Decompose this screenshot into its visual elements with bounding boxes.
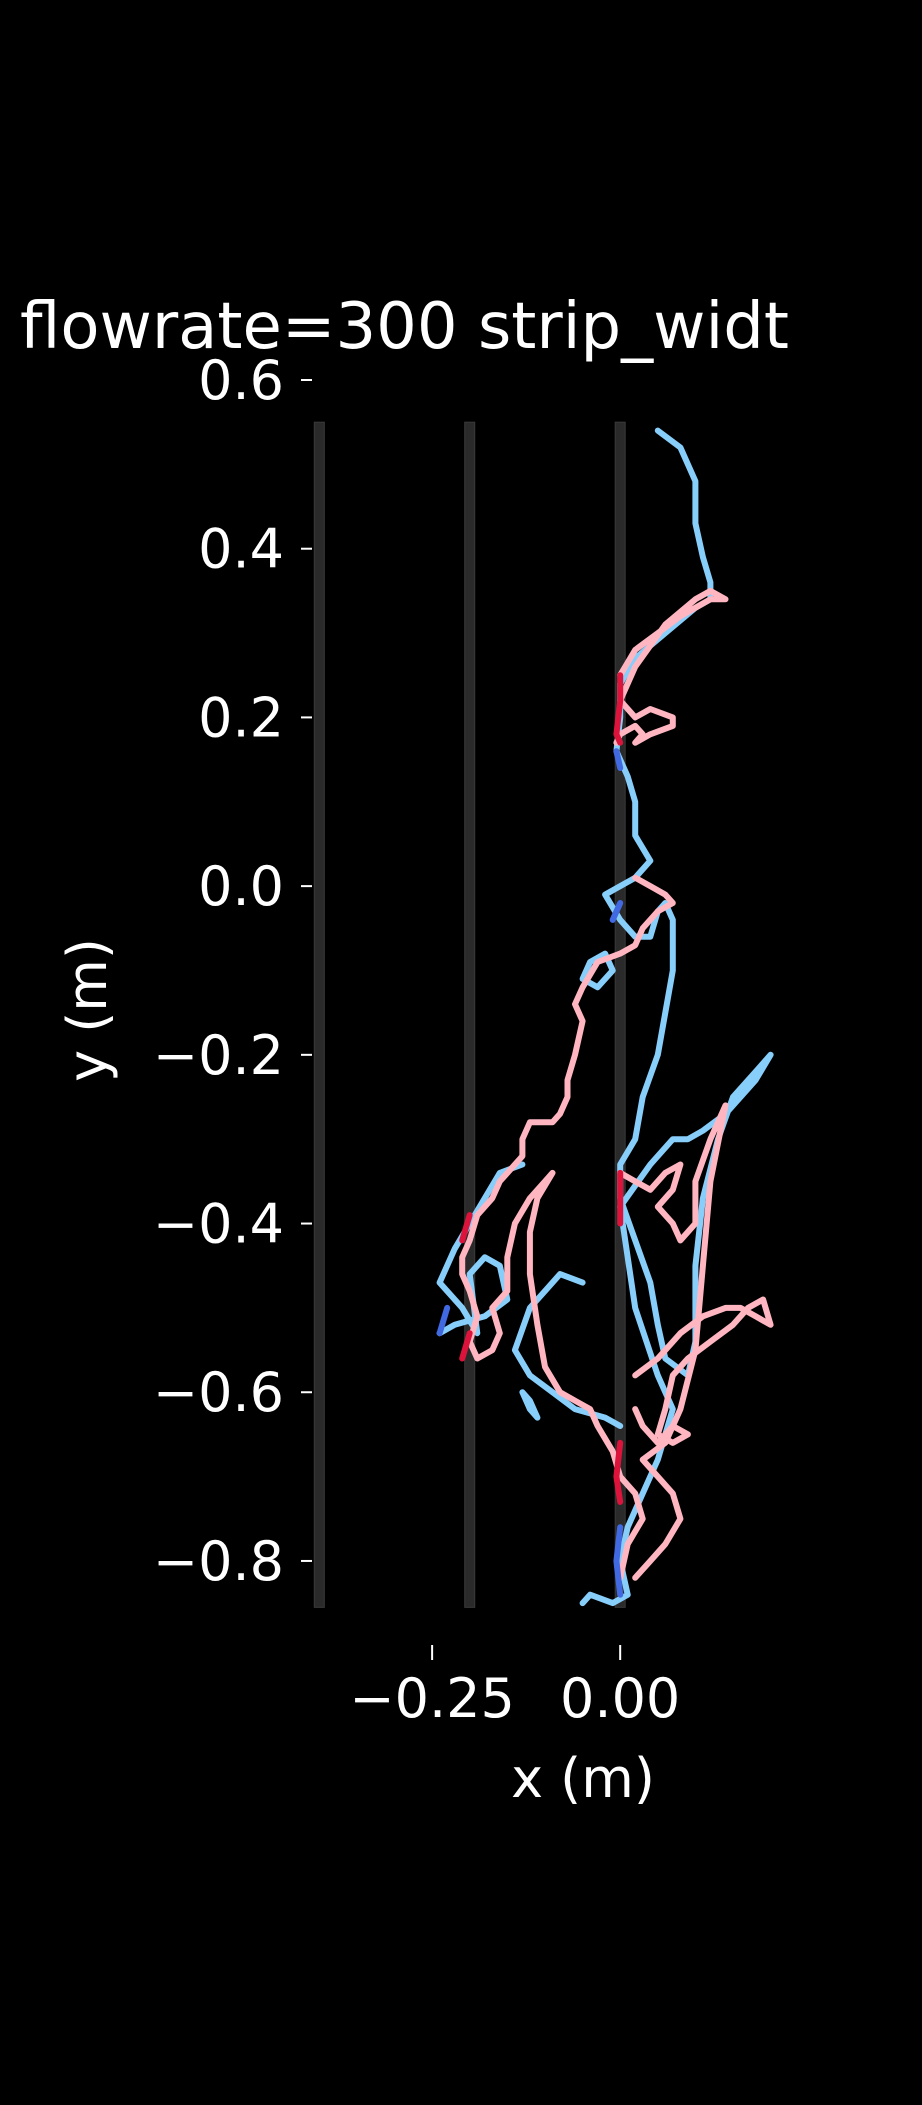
y-axis-label: y (m) [56,938,119,1082]
trajectory-series-14 [613,1439,624,1505]
trajectory-series-9 [632,1296,774,1446]
y-tick-label-3: 0.2 [198,686,284,749]
trajectory-series-18 [613,1524,624,1598]
strip-3 [614,421,626,1608]
strip-2 [464,421,476,1608]
x-axis: −0.25 0.00 [349,1645,680,1730]
trajectory-series-7 [459,874,676,1581]
y-tick-label-4: 0.0 [198,855,284,918]
x-axis-label: x (m) [511,1747,655,1810]
x-tick-label-1: −0.25 [349,1667,514,1730]
trajectory-series-17 [436,1304,451,1337]
y-tick-label-1: 0.6 [198,349,284,412]
series-layer [436,427,774,1607]
trajectory-series-15 [613,748,624,771]
trajectory-series-11 [459,1212,473,1244]
trajectory-series-5 [519,1389,541,1421]
trajectory-series-12 [459,1330,473,1362]
x-tick-label-2: 0.00 [560,1667,680,1730]
y-tick-label-2: 0.4 [198,518,284,581]
strips-layer [313,421,626,1608]
trajectory-series-10 [613,672,624,746]
y-tick-label-5: −0.2 [153,1024,284,1087]
trajectory-series-8 [617,1102,729,1581]
y-axis: 0.6 0.4 0.2 0.0 −0.2 −0.4 −0.6 −0.8 [153,349,312,1593]
trajectory-series-2 [579,950,616,991]
trajectory-series-6 [613,587,729,746]
y-tick-label-7: −0.6 [153,1361,284,1424]
trajectory-series-16 [609,900,624,923]
y-tick-label-8: −0.8 [153,1530,284,1593]
strip-1 [313,421,325,1608]
y-tick-label-6: −0.4 [153,1193,284,1256]
chart-title: flowrate=300 strip_widt [20,290,789,364]
